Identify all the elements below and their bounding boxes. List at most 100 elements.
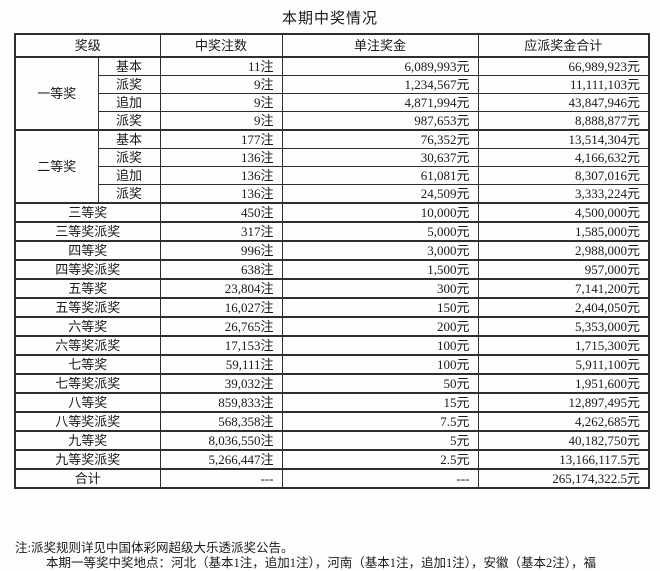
- subtype-cell: 派奖: [97, 148, 161, 167]
- total-prize-cell: 66,989,923元: [477, 56, 650, 76]
- count-cell: 136注: [159, 148, 283, 167]
- single-prize-cell: 1,234,567元: [281, 75, 479, 94]
- single-prize-cell: 10,000元: [281, 202, 479, 223]
- total-prize-cell: 8,888,877元: [477, 111, 650, 131]
- single-prize-cell: 2.5元: [281, 449, 479, 470]
- count-cell: 9注: [159, 93, 283, 112]
- table-row: 追加 136注 61,081元 8,307,016元: [15, 166, 650, 185]
- table-row: 派奖 9注 987,653元 8,888,877元: [15, 111, 650, 131]
- single-prize-cell: 100元: [281, 354, 479, 375]
- count-cell: 859,833注: [159, 392, 283, 413]
- total-prize-cell: 12,897,495元: [477, 392, 650, 413]
- single-prize-cell: 24,509元: [281, 184, 479, 204]
- single-prize-cell: 30,637元: [281, 148, 479, 167]
- single-prize-cell: 1,500元: [281, 259, 479, 280]
- total-prize-cell: 1,951,600元: [477, 373, 650, 394]
- single-prize-cell: 15元: [281, 392, 479, 413]
- total-prize-cell: 40,182,750元: [477, 430, 650, 451]
- table-row: 五等奖 23,804注 300元 7,141,200元: [14, 278, 650, 299]
- clipped-text-line: 本期一等奖中奖地点：河北（基本1注，追加1注），河南（基本1注，追加1注），安徽…: [46, 556, 597, 570]
- table-row: 派奖 136注 24,509元 3,333,224元: [15, 184, 650, 204]
- table-row: 二等奖 基本 177注 76,352元 13,514,304元: [14, 129, 650, 204]
- subtype-cell: 派奖: [97, 184, 161, 204]
- count-cell: 996注: [159, 240, 283, 261]
- table-row: 八等奖 859,833注 15元 12,897,495元: [14, 392, 650, 413]
- total-prize-cell: 1,715,300元: [477, 335, 650, 356]
- count-cell: 568,358注: [159, 411, 283, 432]
- single-prize-cell: 4,871,994元: [281, 93, 479, 112]
- count-cell: 136注: [159, 184, 283, 204]
- total-prize-cell: 8,307,016元: [477, 166, 650, 185]
- prize-level-cell: 一等奖: [14, 56, 99, 131]
- prize-level-cell: 四等奖: [14, 240, 161, 261]
- single-prize-cell: 76,352元: [281, 129, 479, 149]
- single-prize-cell: 61,081元: [281, 166, 479, 185]
- prize-level-cell: 五等奖派奖: [14, 297, 161, 318]
- total-prize-cell: 4,500,000元: [477, 202, 650, 223]
- total-prize-cell: 43,847,946元: [477, 93, 650, 112]
- single-prize-cell: 100元: [281, 335, 479, 356]
- header-row: 奖级 中奖注数 单注奖金 应派奖金合计: [14, 33, 650, 58]
- count-cell: ---: [159, 468, 283, 489]
- table-row: 七等奖 59,111注 100元 5,911,100元: [14, 354, 650, 375]
- prize-level-cell: 三等奖派奖: [14, 221, 161, 242]
- table-header: 奖级 中奖注数 单注奖金 应派奖金合计: [14, 33, 650, 58]
- table-row: 四等奖派奖 638注 1,500元 957,000元: [14, 259, 650, 280]
- header-cell-3: 应派奖金合计: [477, 33, 650, 58]
- single-prize-cell: 7.5元: [281, 411, 479, 432]
- prize-level-cell: 九等奖: [14, 430, 161, 451]
- total-prize-cell: 13,514,304元: [477, 129, 650, 149]
- single-prize-cell: 987,653元: [281, 111, 479, 131]
- subtype-cell: 追加: [97, 166, 161, 185]
- table-row: 一等奖 基本 11注 6,089,993元 66,989,923元: [14, 56, 650, 131]
- single-prize-cell: 200元: [281, 316, 479, 337]
- table-row: 三等奖 450注 10,000元 4,500,000元: [14, 202, 650, 223]
- single-prize-cell: ---: [281, 468, 479, 489]
- single-prize-cell: 300元: [281, 278, 479, 299]
- count-cell: 39,032注: [159, 373, 283, 394]
- single-prize-cell: 50元: [281, 373, 479, 394]
- count-cell: 5,266,447注: [159, 449, 283, 470]
- total-prize-cell: 7,141,200元: [477, 278, 650, 299]
- subtype-cell: 基本: [97, 56, 161, 76]
- prize-level-cell: 八等奖: [14, 392, 161, 413]
- prize-level-cell: 六等奖派奖: [14, 335, 161, 356]
- single-prize-cell: 150元: [281, 297, 479, 318]
- table-row: 九等奖 8,036,550注 5元 40,182,750元: [14, 430, 650, 451]
- prize-table: 奖级 中奖注数 单注奖金 应派奖金合计 一等奖 基本 11注 6,089,993元 66,98…: [14, 33, 651, 489]
- count-cell: 9注: [159, 111, 283, 131]
- header-cell-1: 中奖注数: [159, 33, 283, 58]
- table-body: 一等奖 基本 11注 6,089,993元 66,989,923元 派奖 9注 1,234,5…: [14, 56, 650, 489]
- table-row: 九等奖派奖 5,266,447注 2.5元 13,166,117.5元: [14, 449, 650, 470]
- prize-level-cell: 八等奖派奖: [14, 411, 161, 432]
- subtype-cell: 派奖: [97, 111, 161, 131]
- table-row: 追加 9注 4,871,994元 43,847,946元: [15, 93, 650, 112]
- table-row: 六等奖派奖 17,153注 100元 1,715,300元: [14, 335, 650, 356]
- prize-level-cell: 六等奖: [14, 316, 161, 337]
- table-row: 八等奖派奖 568,358注 7.5元 4,262,685元: [14, 411, 650, 432]
- count-cell: 59,111注: [159, 354, 283, 375]
- table-row: 六等奖 26,765注 200元 5,353,000元: [14, 316, 650, 337]
- single-prize-cell: 5元: [281, 430, 479, 451]
- table-row: 五等奖派奖 16,027注 150元 2,404,050元: [14, 297, 650, 318]
- total-prize-cell: 13,166,117.5元: [477, 449, 650, 470]
- total-prize-cell: 5,911,100元: [477, 354, 650, 375]
- count-cell: 26,765注: [159, 316, 283, 337]
- count-cell: 136注: [159, 166, 283, 185]
- prize-level-cell: 七等奖派奖: [14, 373, 161, 394]
- total-prize-cell: 2,988,000元: [477, 240, 650, 261]
- header-cell-2: 单注奖金: [281, 33, 479, 58]
- prize-level-cell: 五等奖: [14, 278, 161, 299]
- rule-note: 注:派奖规则详见中国体彩网超级大乐透派奖公告。: [15, 541, 294, 555]
- single-prize-cell: 5,000元: [281, 221, 479, 242]
- total-row: 合计 --- --- 265,174,322.5元: [14, 468, 650, 489]
- total-prize-cell: 4,262,685元: [477, 411, 650, 432]
- total-prize-cell: 265,174,322.5元: [477, 468, 650, 489]
- count-cell: 16,027注: [159, 297, 283, 318]
- total-prize-cell: 1,585,000元: [477, 221, 650, 242]
- prize-level-cell: 三等奖: [14, 202, 161, 223]
- single-prize-cell: 6,089,993元: [281, 56, 479, 76]
- total-prize-cell: 4,166,632元: [477, 148, 650, 167]
- total-prize-cell: 957,000元: [477, 259, 650, 280]
